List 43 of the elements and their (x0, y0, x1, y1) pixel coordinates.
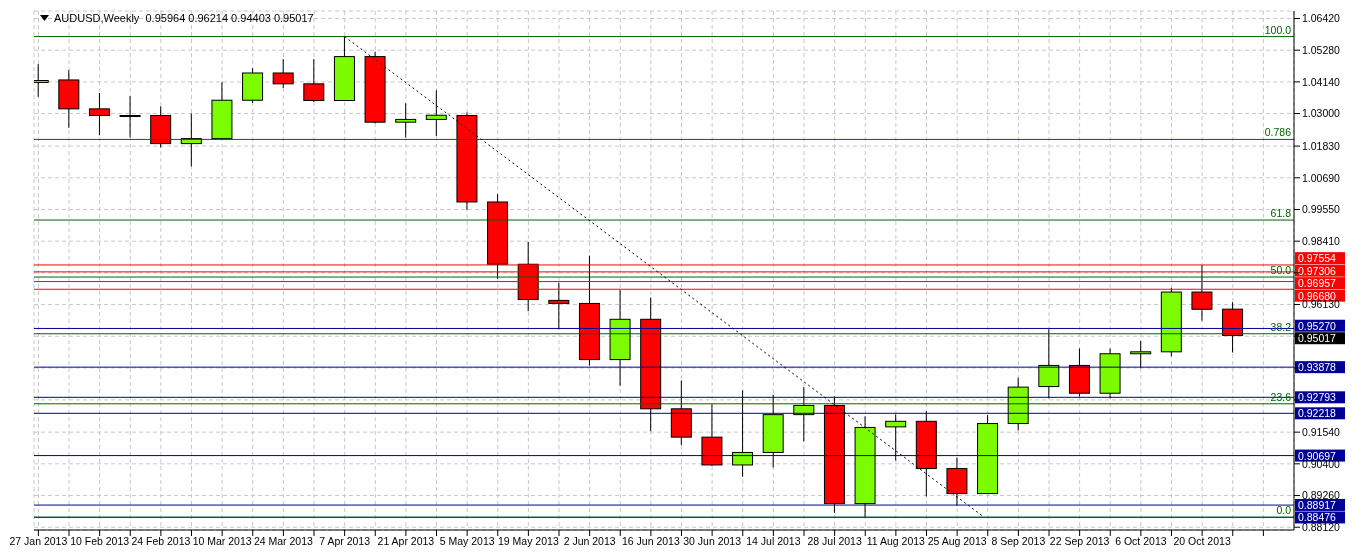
y-tick-label: 1.00690 (1302, 171, 1341, 184)
y-tick-label: 1.01830 (1302, 139, 1341, 152)
x-tick-label: 24 Feb 2013 (131, 535, 191, 548)
x-tick-label: 5 May 2013 (439, 535, 495, 548)
annotation: 0.786 (1264, 126, 1292, 139)
x-tick-label: 2 Jun 2013 (563, 535, 616, 548)
x-tick-label: 10 Feb 2013 (70, 535, 130, 548)
x-tick-label: 25 Aug 2013 (927, 535, 987, 548)
x-tick-label: 7 Apr 2013 (319, 535, 371, 548)
x-tick-label: 22 Sep 2013 (1049, 535, 1110, 548)
ref-line-label: 0.92218 (1298, 407, 1337, 420)
y-tick-label: 0.99550 (1302, 203, 1341, 216)
x-tick-label: 10 Mar 2013 (192, 535, 252, 548)
x-tick-label: 27 Jan 2013 (9, 535, 68, 548)
y-tick-label: 1.04140 (1302, 75, 1341, 88)
annotation: 100.0 (1264, 23, 1292, 36)
y-tick-label: 0.91540 (1302, 425, 1341, 438)
ref-line-label: 0.92793 (1298, 391, 1337, 404)
annotation: 0.0 (1276, 504, 1292, 517)
text: 0.95017 (1298, 332, 1337, 345)
x-tick-label: 14 Jul 2013 (746, 535, 801, 548)
x-tick-label: 11 Aug 2013 (866, 535, 926, 548)
y-tick-label: 1.06420 (1302, 12, 1341, 25)
ref-line-label: 0.96957 (1298, 277, 1337, 290)
x-tick-label: 20 Oct 2013 (1173, 535, 1231, 548)
chart-title: AUDUSD,Weekly 0.95964 0.96214 0.94403 0.95017 (54, 12, 314, 24)
ref-line-label: 0.90697 (1298, 449, 1337, 462)
ref-line-label: 0.95270 (1298, 319, 1337, 332)
x-tick-label: 8 Sep 2013 (991, 535, 1046, 548)
x-tick-label: 24 Mar 2013 (253, 535, 314, 548)
x-tick-label: 16 Jun 2013 (621, 535, 680, 548)
x-tick-label: 19 May 2013 (498, 535, 559, 548)
y-tick-label: 1.05280 (1302, 43, 1341, 56)
x-tick-label: 28 Jul 2013 (807, 535, 862, 548)
ref-line-label: 0.97554 (1298, 252, 1337, 265)
annotation: 61.8 (1270, 207, 1292, 220)
y-tick-label: 1.03000 (1302, 107, 1341, 120)
ref-line-label: 0.97306 (1298, 264, 1337, 277)
ref-line-label: 0.93878 (1298, 361, 1337, 374)
x-tick-label: 6 Oct 2013 (1115, 535, 1167, 548)
x-tick-label: 21 Apr 2013 (377, 535, 435, 548)
y-tick-label: 0.98410 (1302, 234, 1341, 247)
x-tick-label: 30 Jun 2013 (683, 535, 742, 548)
